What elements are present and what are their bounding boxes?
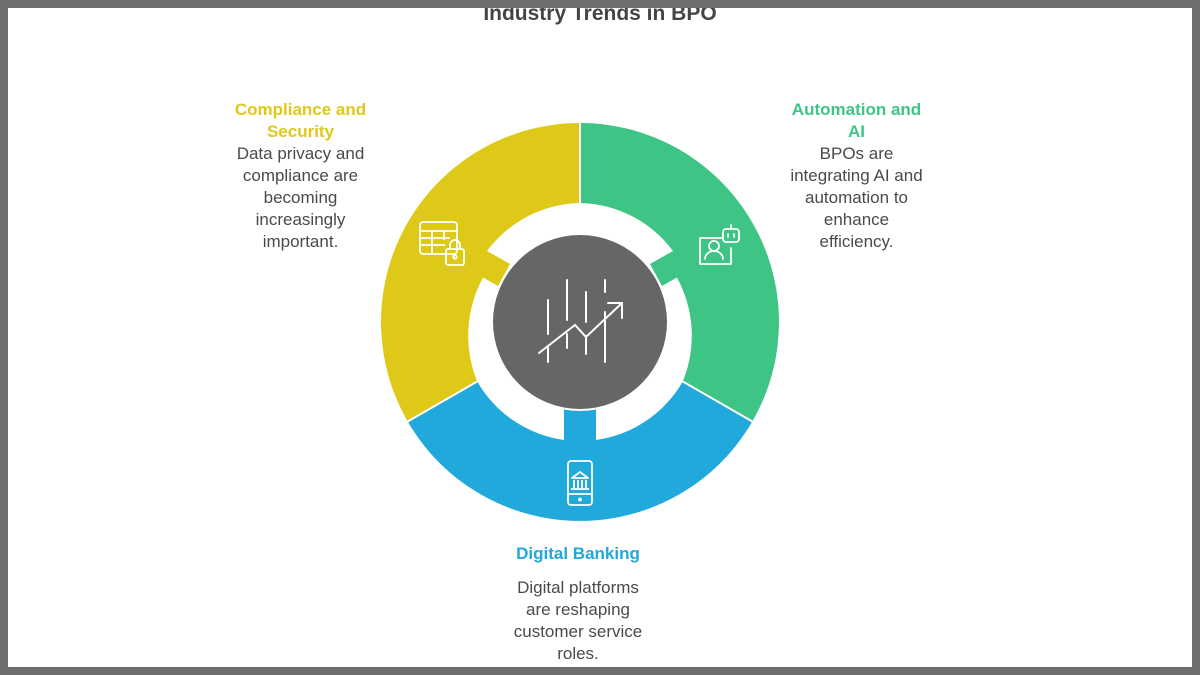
segment-compliance[interactable] — [381, 123, 580, 422]
automation-title: Automation and AI — [791, 100, 922, 141]
mobile-bank-icon — [567, 460, 593, 506]
page-title: Industry Trends in BPO — [483, 8, 717, 25]
automation-description: BPOs are integrating AI and automation t… — [790, 144, 923, 251]
donut-diagram — [381, 123, 779, 521]
segment-automation[interactable] — [580, 123, 779, 422]
banking-title: Digital Banking — [516, 544, 640, 563]
compliance-description: Data privacy and compliance are becoming… — [236, 144, 365, 251]
banking-description: Digital platforms are reshaping customer… — [513, 578, 643, 663]
center-circle — [491, 233, 669, 411]
compliance-title: Compliance and Security — [234, 100, 367, 141]
table-lock-icon — [419, 221, 465, 266]
automation-text-block: Automation and AI BPOs are integrating A… — [774, 99, 939, 253]
segment-banking[interactable] — [407, 381, 753, 521]
user-robot-icon — [699, 224, 740, 265]
banking-text-block: Digital Banking Digital platforms are re… — [493, 543, 663, 665]
trend-chart-icon — [538, 279, 623, 363]
diagram-canvas: Industry Trends in BPO — [8, 8, 1192, 667]
compliance-text-block: Compliance and Security Data privacy and… — [218, 99, 383, 253]
